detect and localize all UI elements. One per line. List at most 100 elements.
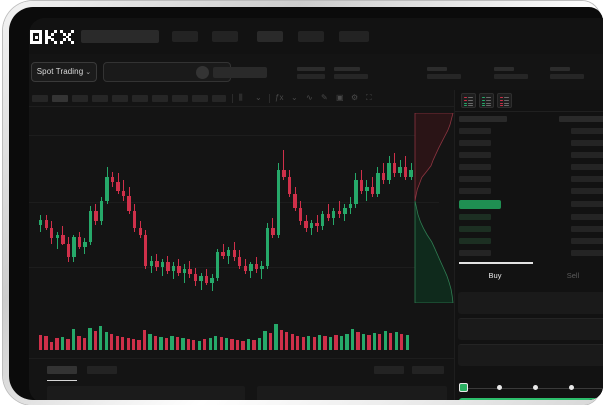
ticker-change-label	[334, 67, 360, 71]
bottom-tab-open-orders[interactable]	[47, 366, 77, 374]
orderbook-bid-row[interactable]	[459, 238, 491, 244]
timeframe-6[interactable]	[132, 95, 148, 102]
order-amount-slider-track[interactable]	[461, 388, 603, 389]
tab-buy[interactable]: Buy	[488, 271, 502, 280]
candle	[215, 248, 220, 282]
volume-histogram	[29, 314, 439, 356]
camera-snapshot-icon[interactable]: ▣	[336, 93, 344, 102]
candle	[409, 163, 413, 181]
bottom-action-2[interactable]	[412, 366, 444, 374]
stat-value	[550, 74, 584, 79]
timeframe-5[interactable]	[112, 95, 128, 102]
indicators-chevron-icon[interactable]: ⌄	[291, 93, 298, 102]
candle	[50, 221, 54, 244]
orderbook-ask-row[interactable]	[459, 128, 491, 134]
candle	[77, 231, 82, 249]
orderbook-mode-both-icon[interactable]	[461, 93, 476, 108]
volume-bar	[279, 329, 283, 350]
timeframe-2[interactable]	[52, 95, 68, 102]
orderbook-bid-row[interactable]	[459, 250, 491, 256]
order-price-field[interactable]	[458, 292, 603, 314]
candle	[321, 211, 325, 230]
orderbook-bid-row[interactable]	[459, 214, 491, 220]
volume-bar	[246, 338, 251, 350]
sidebar-item-3[interactable]	[257, 31, 283, 42]
nav-search-box[interactable]	[81, 30, 159, 43]
slider-mark-50[interactable]	[533, 385, 538, 390]
okx-logo-icon[interactable]	[30, 30, 74, 44]
bottom-tab-order-history[interactable]	[87, 366, 117, 374]
volume-bar	[301, 337, 305, 350]
sidebar-item-1[interactable]	[172, 31, 198, 42]
sidebar-item-4[interactable]	[298, 31, 324, 42]
market-type-label: Spot Trading	[36, 67, 84, 76]
chart-type-chevron-icon[interactable]: ⌄	[255, 93, 262, 102]
volume-bar	[88, 327, 92, 350]
line-tool-icon[interactable]: ∿	[306, 93, 313, 102]
sidebar-item-5[interactable]	[339, 31, 369, 42]
candlestick-type-icon[interactable]: ⫼	[239, 93, 243, 102]
candle	[376, 166, 380, 198]
slider-mark-75[interactable]	[569, 385, 574, 390]
submit-buy-button[interactable]	[459, 398, 603, 400]
volume-bar	[345, 334, 349, 350]
candle	[160, 258, 165, 277]
orderbook-bid-row[interactable]	[459, 226, 491, 232]
stat-24h-volume	[550, 67, 584, 79]
volume-bar	[241, 340, 245, 350]
volume-bar	[323, 336, 327, 350]
timeframe-3[interactable]	[72, 95, 88, 102]
orderbook-mode-sells-icon[interactable]	[497, 93, 512, 108]
orderbook-ask-row[interactable]	[459, 164, 491, 170]
toolbar-divider	[232, 94, 233, 103]
settings-gear-icon[interactable]: ⚙	[351, 93, 359, 102]
bottom-panel-right[interactable]	[257, 386, 447, 400]
timeframe-4[interactable]	[92, 95, 108, 102]
volume-bar	[225, 337, 229, 350]
price-chart[interactable]	[29, 107, 439, 312]
orderbook-mode-buys-icon[interactable]	[479, 93, 494, 108]
volume-bar	[39, 335, 43, 350]
volume-bar	[252, 339, 256, 350]
ticker-price-label	[297, 67, 325, 71]
timeframe-9[interactable]	[192, 95, 208, 102]
orderbook-ask-row[interactable]	[459, 176, 491, 182]
order-total-field[interactable]	[458, 344, 603, 366]
volume-bar	[93, 331, 97, 350]
volume-bar	[170, 336, 174, 350]
timeframe-10[interactable]	[212, 95, 226, 102]
sidebar-item-2[interactable]	[212, 31, 238, 42]
ticker-change-block	[334, 67, 368, 79]
orderbook-ask-row[interactable]	[459, 140, 491, 146]
fullscreen-icon[interactable]: ⛶	[366, 93, 372, 102]
slider-mark-25[interactable]	[497, 385, 502, 390]
timeframe-7[interactable]	[152, 95, 168, 102]
pencil-draw-icon[interactable]: ✎	[321, 93, 328, 102]
timeframe-1[interactable]	[32, 95, 48, 102]
pair-select-dropdown[interactable]: ⌄	[103, 62, 231, 82]
candle	[99, 197, 104, 225]
bottom-action-1[interactable]	[374, 366, 404, 374]
candle	[105, 166, 109, 205]
volume-bar	[350, 328, 355, 350]
candle	[44, 214, 48, 230]
order-amount-field[interactable]	[458, 318, 603, 340]
volume-bar	[121, 337, 125, 350]
candle	[210, 274, 214, 292]
orderbook-ask-row[interactable]	[459, 188, 491, 194]
volume-bar	[307, 336, 311, 350]
candle	[271, 217, 275, 239]
order-amount-slider-handle[interactable]	[459, 383, 468, 392]
candle	[298, 200, 303, 225]
indicators-icon[interactable]: ƒx	[275, 93, 284, 102]
market-type-selector[interactable]: Spot Trading ⌄	[31, 62, 97, 82]
bottom-panel-left[interactable]	[47, 386, 245, 400]
volume-bar	[104, 332, 108, 350]
timeframe-8[interactable]	[172, 95, 188, 102]
orderbook-bid-total	[571, 238, 603, 244]
orderbook-ask-row[interactable]	[459, 152, 491, 158]
orderbook-ask-total	[571, 176, 603, 182]
tab-sell[interactable]: Sell	[566, 271, 580, 280]
volume-bar	[203, 338, 207, 350]
candle	[403, 156, 408, 181]
